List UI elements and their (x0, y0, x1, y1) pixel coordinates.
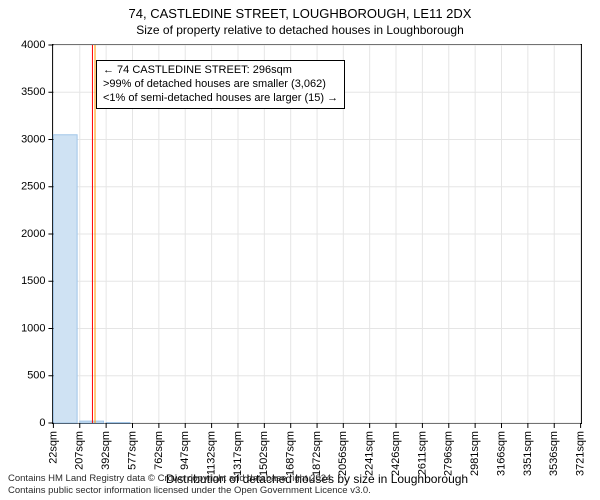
svg-text:1502sqm: 1502sqm (258, 431, 270, 476)
footer-attribution: Contains HM Land Registry data © Crown c… (8, 473, 371, 496)
chart-area: Number of detached properties 0500100015… (52, 44, 582, 424)
svg-text:0: 0 (39, 417, 45, 429)
svg-text:3500: 3500 (21, 86, 45, 98)
annotation-line: >99% of detached houses are smaller (3,0… (103, 78, 338, 92)
svg-text:2981sqm: 2981sqm (469, 431, 481, 476)
chart-subtitle: Size of property relative to detached ho… (0, 23, 600, 37)
svg-text:2611sqm: 2611sqm (416, 431, 428, 475)
svg-text:947sqm: 947sqm (179, 431, 191, 470)
chart-title: 74, CASTLEDINE STREET, LOUGHBOROUGH, LE1… (0, 6, 600, 21)
svg-text:1687sqm: 1687sqm (285, 431, 297, 476)
svg-text:2426sqm: 2426sqm (390, 431, 402, 476)
svg-text:1132sqm: 1132sqm (205, 431, 217, 475)
svg-text:22sqm: 22sqm (47, 431, 59, 464)
svg-text:1872sqm: 1872sqm (311, 431, 323, 476)
footer-line-1: Contains HM Land Registry data © Crown c… (8, 473, 371, 484)
svg-text:1000: 1000 (21, 322, 45, 334)
svg-text:2241sqm: 2241sqm (364, 431, 376, 476)
chart-title-block: 74, CASTLEDINE STREET, LOUGHBOROUGH, LE1… (0, 0, 600, 37)
annotation-box: ← 74 CASTLEDINE STREET: 296sqm >99% of d… (96, 60, 345, 109)
svg-text:2000: 2000 (21, 228, 45, 240)
svg-text:1500: 1500 (21, 275, 45, 287)
svg-text:2056sqm: 2056sqm (337, 431, 349, 476)
svg-text:2500: 2500 (21, 181, 45, 193)
annotation-line: ← 74 CASTLEDINE STREET: 296sqm (103, 64, 338, 78)
svg-text:1317sqm: 1317sqm (232, 431, 244, 476)
svg-text:207sqm: 207sqm (74, 431, 86, 470)
svg-text:500: 500 (27, 370, 45, 382)
svg-text:577sqm: 577sqm (126, 431, 138, 470)
svg-text:762sqm: 762sqm (153, 431, 165, 470)
svg-text:3536sqm: 3536sqm (548, 431, 560, 476)
svg-text:4000: 4000 (21, 39, 45, 51)
svg-text:392sqm: 392sqm (100, 431, 112, 470)
svg-text:3000: 3000 (21, 133, 45, 145)
footer-line-2: Contains public sector information licen… (8, 485, 371, 496)
svg-text:2796sqm: 2796sqm (443, 431, 455, 476)
svg-text:3351sqm: 3351sqm (522, 431, 534, 476)
svg-text:3166sqm: 3166sqm (495, 431, 507, 476)
svg-text:3721sqm: 3721sqm (574, 431, 586, 476)
annotation-line: <1% of semi-detached houses are larger (… (103, 92, 338, 106)
